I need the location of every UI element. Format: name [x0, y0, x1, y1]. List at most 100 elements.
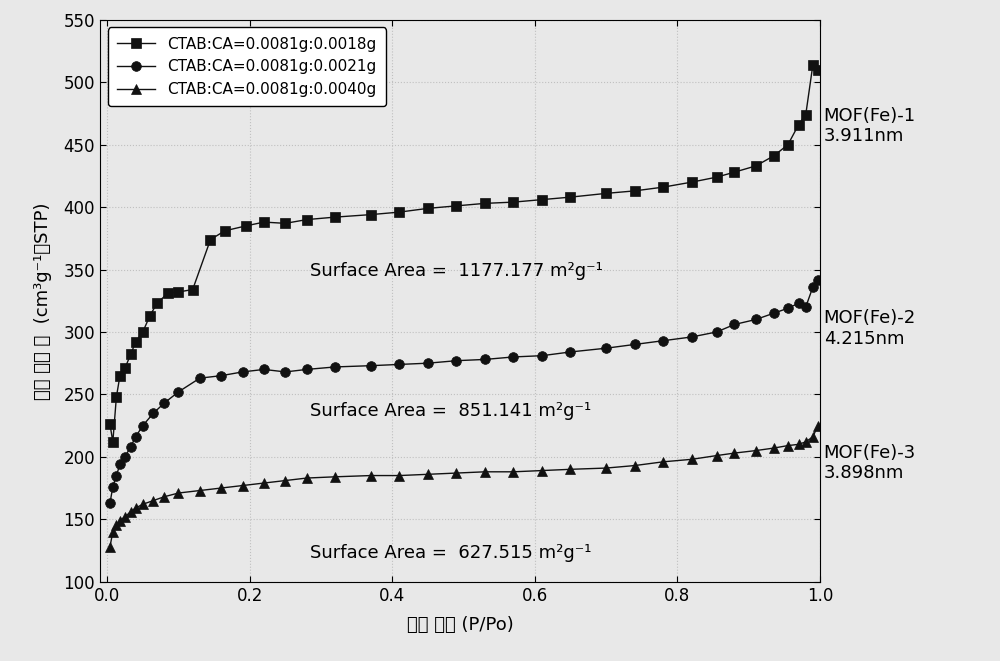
CTAB:CA=0.0081g:0.0018g	[728, 168, 740, 176]
CTAB:CA=0.0081g:0.0018g	[507, 198, 519, 206]
CTAB:CA=0.0081g:0.0040g	[807, 433, 819, 441]
CTAB:CA=0.0081g:0.0040g	[194, 486, 206, 494]
CTAB:CA=0.0081g:0.0040g	[479, 468, 491, 476]
CTAB:CA=0.0081g:0.0018g	[365, 211, 377, 219]
CTAB:CA=0.0081g:0.0021g	[629, 340, 641, 348]
CTAB:CA=0.0081g:0.0018g	[393, 208, 405, 216]
CTAB:CA=0.0081g:0.0040g	[137, 500, 149, 508]
CTAB:CA=0.0081g:0.0040g	[711, 451, 723, 459]
CTAB:CA=0.0081g:0.0021g	[147, 409, 159, 417]
CTAB:CA=0.0081g:0.0018g	[422, 204, 434, 212]
CTAB:CA=0.0081g:0.0040g	[110, 522, 122, 529]
CTAB:CA=0.0081g:0.0040g	[450, 469, 462, 477]
CTAB:CA=0.0081g:0.0018g	[301, 215, 313, 223]
CTAB:CA=0.0081g:0.0021g	[172, 388, 184, 396]
CTAB:CA=0.0081g:0.0040g	[130, 504, 142, 512]
CTAB:CA=0.0081g:0.0021g	[258, 366, 270, 373]
CTAB:CA=0.0081g:0.0021g	[600, 344, 612, 352]
CTAB:CA=0.0081g:0.0040g	[172, 489, 184, 497]
CTAB:CA=0.0081g:0.0021g	[479, 356, 491, 364]
CTAB:CA=0.0081g:0.0021g	[130, 433, 142, 441]
CTAB:CA=0.0081g:0.0040g	[104, 543, 116, 551]
CTAB:CA=0.0081g:0.0040g	[114, 516, 126, 524]
CTAB:CA=0.0081g:0.0018g	[258, 218, 270, 226]
X-axis label: 相对 压力 (P/Po): 相对 压力 (P/Po)	[407, 615, 513, 634]
CTAB:CA=0.0081g:0.0018g	[107, 438, 119, 446]
CTAB:CA=0.0081g:0.0018g	[114, 371, 126, 379]
CTAB:CA=0.0081g:0.0021g	[536, 352, 548, 360]
CTAB:CA=0.0081g:0.0040g	[365, 471, 377, 479]
CTAB:CA=0.0081g:0.0018g	[279, 219, 291, 227]
CTAB:CA=0.0081g:0.0040g	[147, 496, 159, 504]
CTAB:CA=0.0081g:0.0018g	[450, 202, 462, 210]
CTAB:CA=0.0081g:0.0040g	[125, 508, 137, 516]
CTAB:CA=0.0081g:0.0018g	[104, 420, 116, 428]
CTAB:CA=0.0081g:0.0040g	[782, 442, 794, 449]
CTAB:CA=0.0081g:0.0021g	[237, 368, 249, 376]
CTAB:CA=0.0081g:0.0018g	[564, 193, 576, 201]
CTAB:CA=0.0081g:0.0021g	[711, 328, 723, 336]
CTAB:CA=0.0081g:0.0021g	[215, 371, 227, 379]
CTAB:CA=0.0081g:0.0021g	[393, 360, 405, 368]
CTAB:CA=0.0081g:0.0040g	[629, 461, 641, 469]
CTAB:CA=0.0081g:0.0040g	[686, 455, 698, 463]
Line: CTAB:CA=0.0081g:0.0018g: CTAB:CA=0.0081g:0.0018g	[105, 60, 823, 447]
CTAB:CA=0.0081g:0.0018g	[125, 350, 137, 358]
Text: MOF(Fe)-1
3.911nm: MOF(Fe)-1 3.911nm	[824, 106, 916, 145]
CTAB:CA=0.0081g:0.0021g	[800, 303, 812, 311]
CTAB:CA=0.0081g:0.0040g	[750, 447, 762, 455]
CTAB:CA=0.0081g:0.0018g	[807, 61, 819, 69]
CTAB:CA=0.0081g:0.0040g	[600, 464, 612, 472]
CTAB:CA=0.0081g:0.0021g	[750, 315, 762, 323]
CTAB:CA=0.0081g:0.0040g	[768, 444, 780, 452]
CTAB:CA=0.0081g:0.0040g	[258, 479, 270, 487]
CTAB:CA=0.0081g:0.0040g	[564, 465, 576, 473]
CTAB:CA=0.0081g:0.0040g	[107, 527, 119, 535]
CTAB:CA=0.0081g:0.0040g	[800, 438, 812, 446]
Text: Surface Area =  851.141 m²g⁻¹: Surface Area = 851.141 m²g⁻¹	[310, 402, 592, 420]
CTAB:CA=0.0081g:0.0018g	[711, 173, 723, 181]
CTAB:CA=0.0081g:0.0021g	[365, 362, 377, 369]
CTAB:CA=0.0081g:0.0021g	[422, 359, 434, 367]
CTAB:CA=0.0081g:0.0018g	[110, 393, 122, 401]
CTAB:CA=0.0081g:0.0040g	[329, 473, 341, 481]
CTAB:CA=0.0081g:0.0021g	[793, 299, 805, 307]
CTAB:CA=0.0081g:0.0040g	[215, 484, 227, 492]
CTAB:CA=0.0081g:0.0018g	[686, 178, 698, 186]
CTAB:CA=0.0081g:0.0021g	[104, 499, 116, 507]
CTAB:CA=0.0081g:0.0040g	[812, 422, 824, 430]
CTAB:CA=0.0081g:0.0018g	[812, 66, 824, 74]
Text: Surface Area =  627.515 m²g⁻¹: Surface Area = 627.515 m²g⁻¹	[310, 544, 592, 563]
CTAB:CA=0.0081g:0.0018g	[144, 312, 156, 320]
CTAB:CA=0.0081g:0.0018g	[600, 190, 612, 198]
CTAB:CA=0.0081g:0.0040g	[393, 471, 405, 479]
CTAB:CA=0.0081g:0.0021g	[279, 368, 291, 376]
Line: CTAB:CA=0.0081g:0.0040g: CTAB:CA=0.0081g:0.0040g	[105, 421, 823, 551]
CTAB:CA=0.0081g:0.0018g	[240, 222, 252, 230]
CTAB:CA=0.0081g:0.0040g	[237, 482, 249, 490]
CTAB:CA=0.0081g:0.0040g	[793, 440, 805, 448]
CTAB:CA=0.0081g:0.0018g	[162, 290, 174, 297]
CTAB:CA=0.0081g:0.0018g	[657, 183, 669, 191]
CTAB:CA=0.0081g:0.0018g	[793, 121, 805, 129]
CTAB:CA=0.0081g:0.0040g	[422, 471, 434, 479]
CTAB:CA=0.0081g:0.0018g	[782, 141, 794, 149]
CTAB:CA=0.0081g:0.0040g	[279, 477, 291, 485]
CTAB:CA=0.0081g:0.0040g	[657, 458, 669, 466]
CTAB:CA=0.0081g:0.0021g	[807, 283, 819, 291]
CTAB:CA=0.0081g:0.0021g	[114, 460, 126, 468]
CTAB:CA=0.0081g:0.0018g	[172, 288, 184, 296]
CTAB:CA=0.0081g:0.0018g	[536, 196, 548, 204]
Y-axis label: 体积 吸附 量  (cm³g⁻¹，STP): 体积 吸附 量 (cm³g⁻¹，STP)	[34, 202, 52, 399]
CTAB:CA=0.0081g:0.0018g	[800, 111, 812, 119]
CTAB:CA=0.0081g:0.0021g	[450, 357, 462, 365]
CTAB:CA=0.0081g:0.0040g	[507, 468, 519, 476]
CTAB:CA=0.0081g:0.0021g	[768, 309, 780, 317]
CTAB:CA=0.0081g:0.0040g	[158, 493, 170, 501]
CTAB:CA=0.0081g:0.0021g	[119, 453, 131, 461]
CTAB:CA=0.0081g:0.0018g	[130, 338, 142, 346]
CTAB:CA=0.0081g:0.0021g	[107, 483, 119, 490]
CTAB:CA=0.0081g:0.0018g	[119, 364, 131, 372]
Text: Surface Area =  1177.177 m²g⁻¹: Surface Area = 1177.177 m²g⁻¹	[310, 262, 603, 280]
Legend: CTAB:CA=0.0081g:0.0018g, CTAB:CA=0.0081g:0.0021g, CTAB:CA=0.0081g:0.0040g: CTAB:CA=0.0081g:0.0018g, CTAB:CA=0.0081g…	[108, 28, 386, 106]
